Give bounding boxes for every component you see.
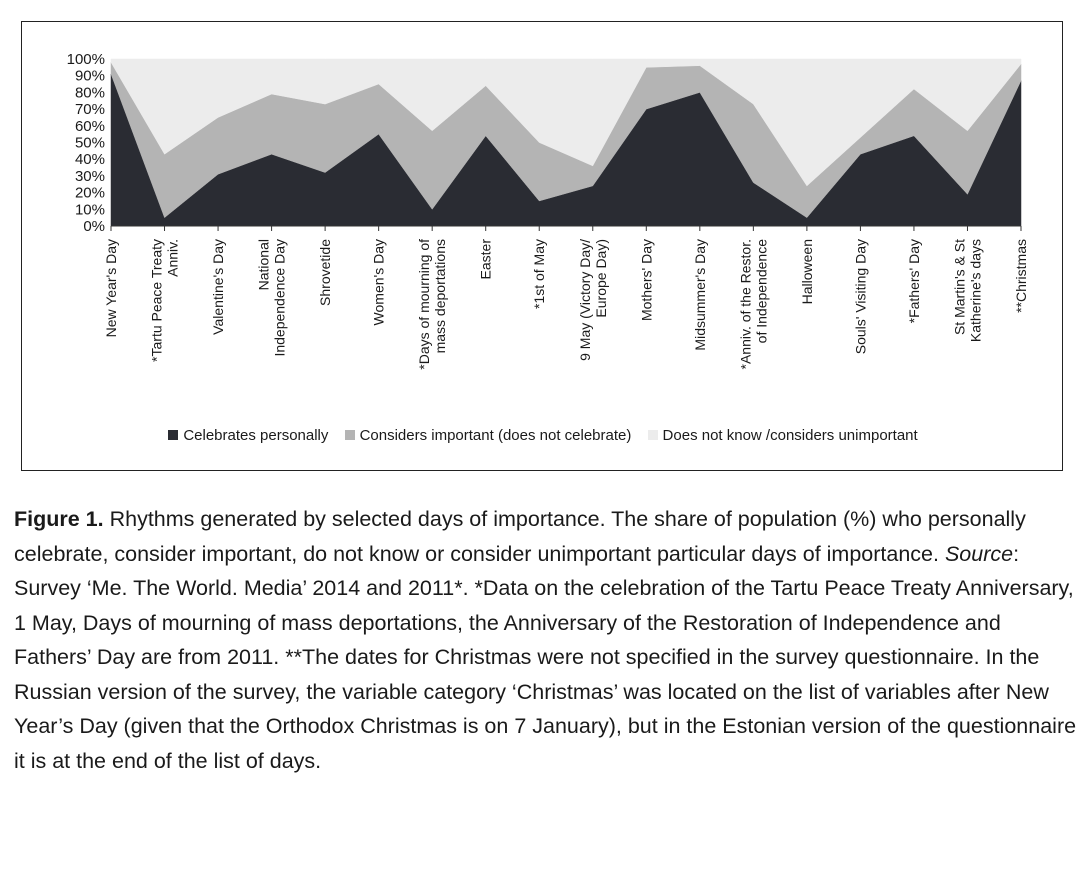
category-label: Shrovetide — [317, 239, 333, 306]
category-label: St Martin's & St Katherine's days — [951, 239, 983, 342]
category-label: *Tartu Peace Treaty Anniv. — [149, 239, 181, 362]
category-label-line: Shrovetide — [317, 239, 333, 306]
legend-item-unimportant: Does not know /considers unimportant — [647, 427, 918, 444]
legend-item-celebrates: Celebrates personally — [168, 427, 328, 444]
legend-label-considers-important: Considers important (does not celebrate) — [359, 427, 632, 444]
category-label: **Christmas — [1013, 239, 1029, 313]
category-label: New Year's Day — [103, 239, 119, 337]
category-label: Easter — [478, 239, 494, 280]
y-tick-label: 70% — [75, 101, 105, 118]
category-label-line: National — [256, 239, 272, 290]
y-tick-label: 30% — [75, 168, 105, 185]
category-label: *Anniv. of the Restor. of Independence — [737, 239, 769, 370]
area-does-not-know-considers-unimportant — [110, 58, 1022, 187]
stacked-area-chart: 0%10%20%30%40%50%60%70%80%90%100% New Ye… — [67, 51, 1029, 370]
category-label-line: St Martin's & St — [951, 239, 967, 335]
caption-source-label: Source — [944, 541, 1014, 566]
figure-frame: 0% 10% 20% 30% 40% 50% 60% 70% 80% 90% 100% New Ye… — [21, 21, 1063, 471]
y-tick-label: 40% — [75, 151, 105, 168]
caption-text-part1: Rhythms generated by selected days of im… — [14, 507, 1026, 566]
category-label-line: *Tartu Peace Treaty — [149, 239, 165, 362]
category-label: 9 May (Victory Day/Europe Day) — [577, 239, 609, 361]
category-label-line: Anniv. — [165, 239, 181, 277]
category-label-line: mass deportations — [432, 239, 448, 353]
category-label-line: **Christmas — [1013, 239, 1029, 313]
y-tick-label: 20% — [75, 185, 105, 202]
category-label: *Days of mourning of mass deportations — [416, 239, 448, 370]
caption-text-part2: : Survey ‘Me. The World. Media’ 2014 and… — [14, 541, 1077, 773]
y-tick-label: 90% — [75, 68, 105, 85]
category-label-line: *1st of May — [531, 239, 547, 309]
category-label-line: Independence Day — [272, 239, 288, 357]
category-label: Souls' Visiting Day — [852, 239, 868, 354]
category-label-line: of Independence — [753, 239, 769, 344]
category-label-line: Women's Day — [371, 239, 387, 325]
category-label: National Independence Day — [256, 239, 288, 357]
y-tick-label: 100% — [67, 51, 105, 68]
category-label-line: *Days of mourning of — [416, 239, 432, 370]
category-label-line: Mothers' Day — [638, 239, 654, 321]
y-tick-label: 0% — [83, 218, 105, 235]
category-label-line: *Fathers' Day — [906, 239, 922, 323]
figure-caption: Figure 1. Rhythms generated by selected … — [14, 502, 1078, 778]
legend-item-considers-important: Considers important (does not celebrate) — [344, 427, 632, 444]
y-tick-label: 50% — [75, 135, 105, 152]
category-label: *1st of May — [531, 239, 547, 309]
category-label-line: Midsummer's Day — [692, 239, 708, 351]
y-tick-label: 80% — [75, 84, 105, 101]
category-label-line: *Anniv. of the Restor. — [737, 239, 753, 369]
legend-swatch-considers-important — [344, 430, 355, 440]
category-label: Valentine's Day — [210, 239, 226, 335]
figure-label: Figure 1. — [14, 507, 104, 531]
category-label-line: Souls' Visiting Day — [852, 239, 868, 354]
legend-label-celebrates: Celebrates personally — [183, 427, 329, 444]
category-label: *Fathers' Day — [906, 239, 922, 323]
legend-swatch-celebrates — [168, 430, 179, 440]
category-label-line: New Year's Day — [103, 239, 119, 337]
chart-legend: Celebrates personally Considers importan… — [22, 427, 1064, 444]
category-label-line: Valentine's Day — [210, 239, 226, 335]
category-label: Midsummer's Day — [692, 239, 708, 351]
legend-label-unimportant: Does not know /considers unimportant — [662, 427, 918, 444]
category-label-line: Europe Day) — [593, 239, 609, 318]
category-label-line: Halloween — [799, 239, 815, 304]
y-tick-label: 10% — [75, 201, 105, 218]
category-label: Mothers' Day — [638, 239, 654, 321]
category-label-line: Easter — [478, 239, 494, 280]
category-label: Women's Day — [371, 239, 387, 325]
category-label-line: 9 May (Victory Day/ — [577, 239, 593, 361]
legend-swatch-unimportant — [647, 430, 658, 440]
y-tick-label: 60% — [75, 118, 105, 135]
category-label: Halloween — [799, 239, 815, 304]
category-label-line: Katherine's days — [967, 239, 983, 342]
